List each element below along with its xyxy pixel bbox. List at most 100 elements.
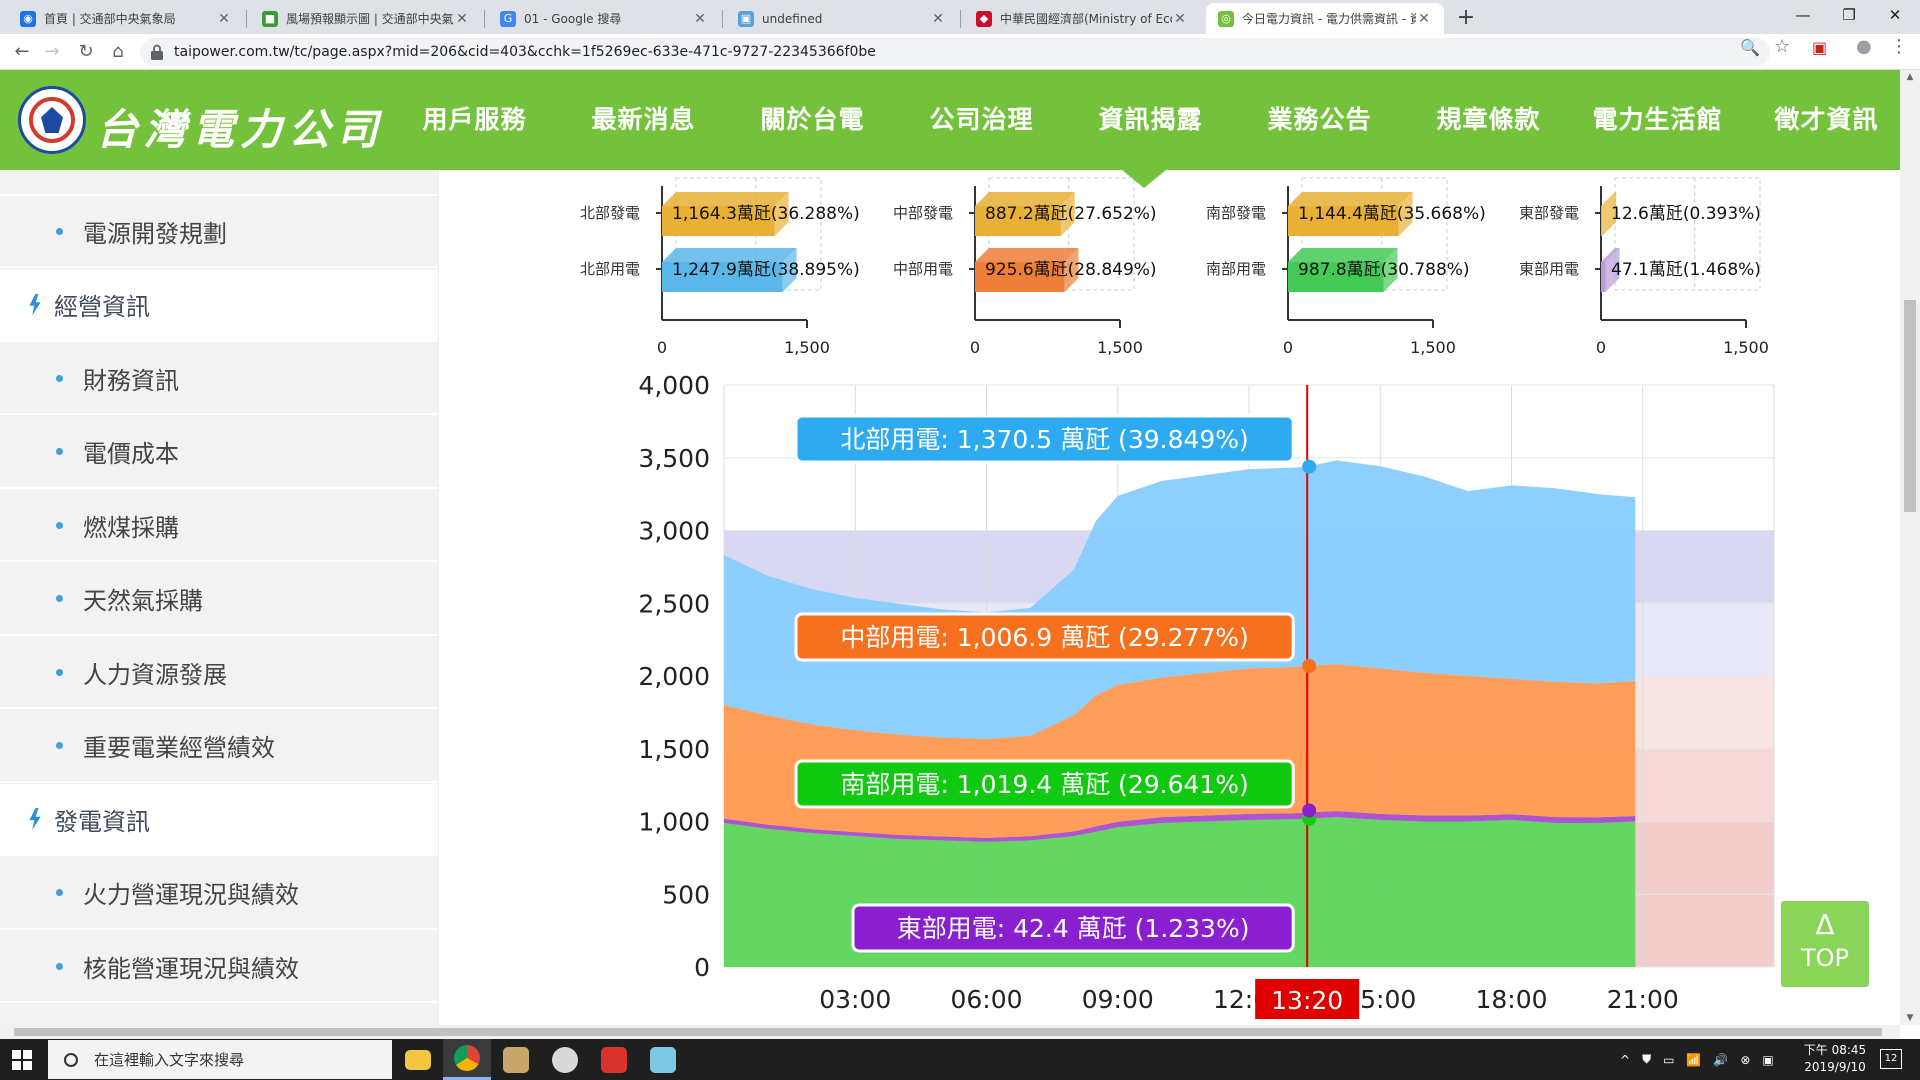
tab-close-icon[interactable]: ✕ bbox=[456, 10, 468, 27]
region-bar-gen-中部[interactable] bbox=[975, 206, 1061, 236]
x-tick-label: 06:00 bbox=[950, 985, 1022, 1014]
volume-icon[interactable]: 🔊 bbox=[1713, 1052, 1729, 1067]
sidebar-item-8[interactable]: 發電資訊 bbox=[0, 784, 438, 856]
area-series-east[interactable] bbox=[724, 811, 1636, 842]
forward-icon[interactable]: → bbox=[44, 41, 60, 62]
back-to-top-button[interactable]: Δ TOP bbox=[1781, 901, 1869, 987]
sketchup-icon[interactable] bbox=[590, 1039, 638, 1080]
vertical-scrollbar[interactable]: ▲ ▼ bbox=[1900, 70, 1920, 1025]
sidebar-item-partial[interactable] bbox=[0, 170, 438, 196]
nav-item-0[interactable]: 用戶服務 bbox=[422, 105, 527, 134]
zoom-icon[interactable]: 🔍 bbox=[1740, 38, 1760, 57]
battery-icon[interactable]: ▭ bbox=[1663, 1052, 1675, 1067]
sidebar-item-0[interactable]: 電源開發規劃 bbox=[0, 196, 438, 268]
taskbar-search-box[interactable]: 在這裡輸入文字來搜尋 bbox=[48, 1040, 392, 1079]
chrome-icon[interactable] bbox=[443, 1039, 491, 1080]
region-gen-value-label: 1,164.3萬瓩(36.288%) bbox=[672, 204, 860, 224]
bullet-icon bbox=[56, 889, 63, 896]
browser-tab-0[interactable]: ◉ 首頁 | 交通部中央氣象局 ✕ bbox=[8, 3, 244, 34]
horizontal-scroll-thumb[interactable] bbox=[14, 1028, 1882, 1036]
region-use-value-label: 925.6萬瓩(28.849%) bbox=[985, 260, 1157, 280]
nav-item-5[interactable]: 業務公告 bbox=[1267, 105, 1372, 134]
region-bar-use-北部[interactable] bbox=[662, 262, 783, 292]
scroll-down-icon[interactable]: ▼ bbox=[1906, 1013, 1914, 1023]
browser-menu-icon[interactable]: ⋮ bbox=[1890, 36, 1908, 57]
area-series-north[interactable] bbox=[724, 460, 1636, 739]
sidebar-item-1[interactable]: 經營資訊 bbox=[0, 269, 438, 342]
site-logo-text[interactable]: 台灣電力公司 bbox=[96, 105, 385, 154]
sidebar-item-9[interactable]: 火力營運現況與績效 bbox=[0, 858, 438, 930]
sidebar-item-5[interactable]: 天然氣採購 bbox=[0, 564, 438, 636]
address-bar[interactable]: taipower.com.tw/tc/page.aspx?mid=206&cid… bbox=[140, 38, 1770, 66]
taskbar-clock[interactable]: 下午 08:45 2019/9/10 bbox=[1790, 1042, 1880, 1076]
region-bar-use-南部[interactable] bbox=[1288, 262, 1384, 292]
bar-side-face bbox=[782, 248, 797, 292]
home-icon[interactable]: ⌂ bbox=[112, 41, 124, 62]
reload-icon[interactable]: ↻ bbox=[78, 41, 94, 62]
tab-close-icon[interactable]: ✕ bbox=[932, 10, 944, 27]
cursor-point-east[interactable] bbox=[1302, 803, 1317, 818]
profile-avatar-icon[interactable]: ● bbox=[1856, 36, 1872, 57]
horizontal-scrollbar[interactable] bbox=[0, 1025, 1900, 1039]
cursor-point-central[interactable] bbox=[1302, 659, 1317, 674]
window-close-button[interactable]: ✕ bbox=[1888, 6, 1902, 24]
url-text[interactable]: taipower.com.tw/tc/page.aspx?mid=206&cid… bbox=[174, 44, 876, 60]
sidebar-item-10[interactable]: 核能營運現況與績效 bbox=[0, 931, 438, 1003]
browser-tab-2[interactable]: G 01 - Google 搜尋 ✕ bbox=[488, 3, 720, 34]
window-minimize-button[interactable]: — bbox=[1795, 6, 1811, 24]
sidebar-item-label: 核能營運現況與績效 bbox=[83, 954, 299, 983]
tab-close-icon[interactable]: ✕ bbox=[218, 10, 230, 27]
tray-overflow-icon[interactable]: ^ bbox=[1620, 1052, 1631, 1067]
blocked-icon[interactable]: ⊗ bbox=[1740, 1052, 1751, 1067]
nav-item-8[interactable]: 徵才資訊 bbox=[1774, 105, 1879, 134]
new-tab-button[interactable]: + bbox=[1456, 5, 1476, 30]
region-gen-label: 北部發電 bbox=[580, 204, 640, 222]
nav-item-2[interactable]: 關於台電 bbox=[760, 105, 865, 134]
ime-icon[interactable]: ▣ bbox=[1762, 1052, 1774, 1067]
nav-item-4[interactable]: 資訊揭露 bbox=[1098, 105, 1203, 134]
bar-top-face bbox=[662, 192, 789, 206]
region-bar-gen-北部[interactable] bbox=[662, 206, 775, 236]
taipower-logo-emblem[interactable] bbox=[18, 86, 86, 154]
browser-tab-3[interactable]: ▣ undefined ✕ bbox=[726, 3, 958, 34]
tab-close-icon[interactable]: ✕ bbox=[694, 10, 706, 27]
browser-tab-5[interactable]: ◎ 今日電力資訊 - 電力供需資訊 - 資 ✕ bbox=[1206, 3, 1444, 34]
tab-close-icon[interactable]: ✕ bbox=[1418, 10, 1430, 27]
lightning-icon bbox=[29, 293, 41, 316]
nav-item-1[interactable]: 最新消息 bbox=[591, 105, 696, 134]
region-bar-gen-東部[interactable] bbox=[1601, 206, 1603, 236]
region-use-value-label: 47.1萬瓩(1.468%) bbox=[1611, 260, 1761, 280]
notification-center-icon[interactable]: 12 bbox=[1880, 1049, 1902, 1069]
browser-tab-1[interactable]: ■ 風場預報顯示圖 | 交通部中央氣象 ✕ bbox=[250, 3, 482, 34]
vertical-scroll-thumb[interactable] bbox=[1904, 300, 1916, 512]
region-use-label: 東部用電 bbox=[1519, 260, 1579, 278]
bookmark-star-icon[interactable]: ☆ bbox=[1774, 36, 1791, 57]
nav-item-3[interactable]: 公司治理 bbox=[929, 105, 1034, 134]
nav-item-6[interactable]: 規章條款 bbox=[1436, 105, 1541, 134]
sidebar-item-6[interactable]: 人力資源發展 bbox=[0, 637, 438, 709]
sidebar-item-4[interactable]: 燃煤採購 bbox=[0, 490, 438, 562]
security-icon[interactable]: ⛊ bbox=[1642, 1052, 1652, 1066]
nav-item-7[interactable]: 電力生活館 bbox=[1592, 105, 1723, 134]
back-icon[interactable]: ← bbox=[14, 41, 30, 62]
region-bar-gen-南部[interactable] bbox=[1288, 206, 1399, 236]
sidebar-item-3[interactable]: 電價成本 bbox=[0, 417, 438, 489]
cursor-point-north[interactable] bbox=[1302, 459, 1317, 474]
wifi-icon[interactable]: 📶 bbox=[1686, 1052, 1702, 1067]
file-explorer-icon[interactable] bbox=[394, 1039, 442, 1080]
window-maximize-button[interactable]: ❐ bbox=[1842, 6, 1856, 24]
scroll-up-icon[interactable]: ▲ bbox=[1906, 72, 1914, 82]
windows-start-icon[interactable] bbox=[12, 1050, 32, 1070]
extension-icon[interactable]: ▣ bbox=[1812, 38, 1828, 57]
browser-tab-4[interactable]: ◆ 中華民國經濟部(Ministry of Eco ✕ bbox=[964, 3, 1200, 34]
region-bar-use-中部[interactable] bbox=[975, 262, 1065, 292]
notepad-icon[interactable] bbox=[639, 1039, 687, 1080]
sidebar-item-2[interactable]: 財務資訊 bbox=[0, 343, 438, 415]
sidebar-item-7[interactable]: 重要電業經營績效 bbox=[0, 711, 438, 783]
remote-app-icon[interactable] bbox=[541, 1039, 589, 1080]
tab-close-icon[interactable]: ✕ bbox=[1174, 10, 1186, 27]
region-bar-use-東部[interactable] bbox=[1601, 262, 1606, 292]
paint-app-icon[interactable] bbox=[492, 1039, 540, 1080]
